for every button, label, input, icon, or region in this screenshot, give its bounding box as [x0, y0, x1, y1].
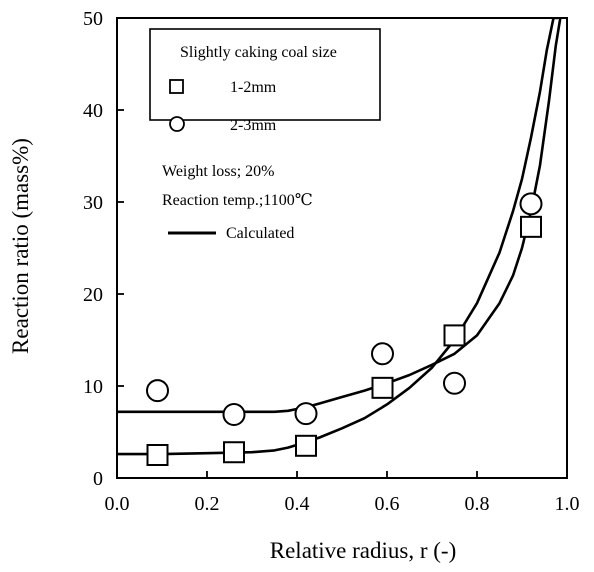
- legend-label-1-2mm: 1-2mm: [230, 79, 277, 96]
- data-point-square: [146, 444, 169, 466]
- data-point-circle: [371, 342, 394, 366]
- data-point-square: [520, 215, 542, 238]
- data-point-circle: [443, 371, 466, 395]
- x-tick-label: 0.2: [195, 493, 220, 515]
- y-axis-title: Reaction ratio (mass%): [8, 138, 33, 354]
- y-tick-label: 10: [83, 376, 103, 398]
- legend-title: Slightly caking coal size: [180, 44, 337, 61]
- annotation-weight-loss: Weight loss; 20%: [162, 163, 274, 180]
- data-point-square: [443, 324, 466, 347]
- x-tick-label: 0.4: [285, 493, 310, 515]
- legend-square-marker: [169, 79, 184, 94]
- data-point-square: [223, 441, 245, 464]
- annotation-reaction-temp: Reaction temp.;1100℃: [162, 192, 313, 209]
- data-point-circle: [222, 403, 246, 427]
- legend: Slightly caking coal size 1-2mm 2-3mm: [149, 28, 381, 134]
- y-tick-label: 40: [83, 100, 103, 122]
- ticks-layer: 0.0 0.2 0.4 0.6 0.8 1.0 0 10 20 30 40 50: [83, 8, 580, 515]
- x-tick-label: 0.8: [465, 493, 490, 515]
- markers-layer: [146, 192, 543, 466]
- x-axis-title: Relative radius, r (-): [270, 538, 456, 563]
- data-point-circle: [146, 379, 169, 403]
- data-point-square: [371, 376, 394, 399]
- legend-label-calculated: Calculated: [226, 225, 294, 242]
- data-point-circle: [294, 402, 318, 426]
- calculated-curve-1: [117, 18, 558, 456]
- x-tick-label: 0.0: [105, 493, 130, 515]
- x-tick-label: 1.0: [555, 493, 580, 515]
- data-point-square: [295, 434, 317, 457]
- legend-box: [149, 28, 381, 121]
- data-point-circle: [519, 192, 543, 216]
- y-tick-label: 50: [83, 8, 103, 30]
- x-tick-label: 0.6: [375, 493, 400, 515]
- frame-layer: [116, 17, 568, 479]
- y-tick-label: 0: [93, 468, 103, 490]
- legend-label-2-3mm: 2-3mm: [230, 117, 277, 134]
- plot-frame: [116, 17, 568, 479]
- y-tick-label: 20: [83, 284, 103, 306]
- y-tick-label: 30: [83, 192, 103, 214]
- legend-circle-marker: [169, 116, 185, 132]
